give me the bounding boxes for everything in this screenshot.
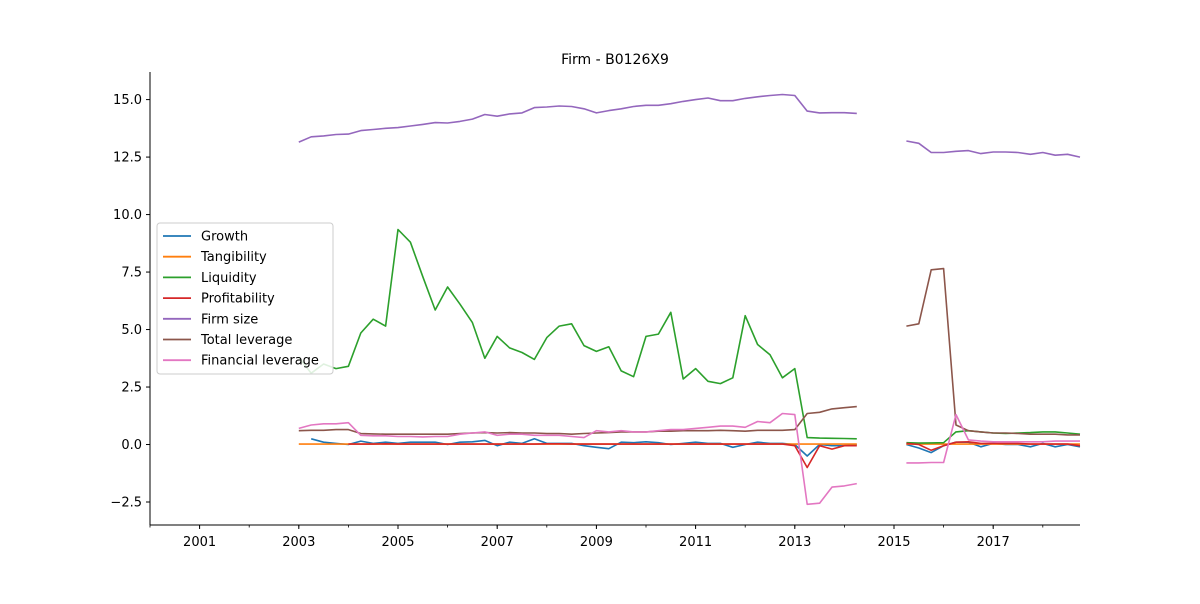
y-tick-label: −2.5 xyxy=(110,496,142,511)
chart-title: Firm - B0126X9 xyxy=(561,52,669,68)
y-tick-label: 0.0 xyxy=(121,438,142,453)
x-tick-label: 2011 xyxy=(679,535,712,550)
x-tick-label: 2013 xyxy=(778,535,811,550)
y-tick-label: 7.5 xyxy=(121,266,142,281)
y-tick-label: 15.0 xyxy=(113,93,142,108)
x-tick-label: 2017 xyxy=(977,535,1010,550)
legend-label-firm-size: Firm size xyxy=(201,312,258,327)
legend-label-growth: Growth xyxy=(201,230,248,245)
series-line-firm-size xyxy=(298,93,1081,158)
series-line-profitability xyxy=(348,441,1081,469)
legend: Growth Tangibility Liquidity Profitability F… xyxy=(156,222,334,375)
legend-label-financial-leverage: Financial leverage xyxy=(201,354,319,369)
x-tick-label: 2001 xyxy=(183,535,216,550)
y-tick-label: 12.5 xyxy=(113,151,142,166)
series-line-financial-leverage xyxy=(298,412,1080,506)
legend-label-liquidity: Liquidity xyxy=(201,271,257,286)
legend-box xyxy=(156,222,334,375)
y-tick-label: 5.0 xyxy=(121,323,142,338)
x-tick-label: 2009 xyxy=(580,535,613,550)
x-tick-label: 2005 xyxy=(381,535,414,550)
x-tick-label: 2007 xyxy=(481,535,514,550)
y-tick-label: 2.5 xyxy=(121,381,142,396)
legend-label-total-leverage: Total leverage xyxy=(200,333,292,348)
series-lines xyxy=(298,93,1081,506)
x-tick-label: 2003 xyxy=(282,535,315,550)
legend-label-tangibility: Tangibility xyxy=(200,250,267,265)
series-line-liquidity xyxy=(298,228,1081,444)
series-line-total-leverage xyxy=(298,267,1080,436)
y-tick-label: 10.0 xyxy=(113,208,142,223)
legend-label-profitability: Profitability xyxy=(201,292,275,307)
axes: −2.5 0.0 2.5 5.0 7.5 10.0 12.5 15.0 2001 2003 2005… xyxy=(110,72,1080,550)
x-tick-label: 2015 xyxy=(877,535,910,550)
